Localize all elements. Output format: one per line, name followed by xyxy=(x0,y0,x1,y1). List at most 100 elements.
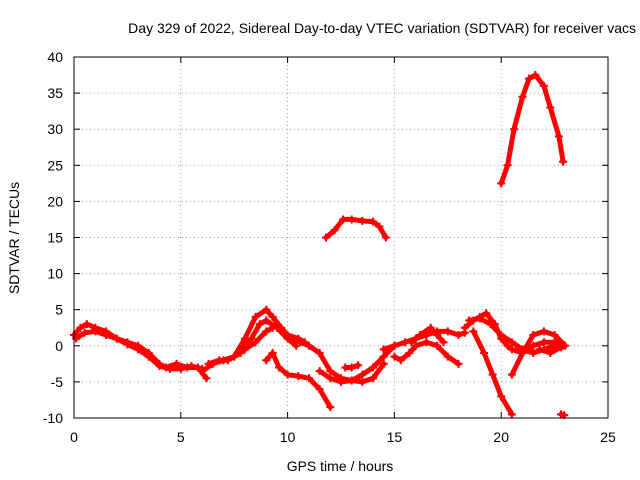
data-point xyxy=(80,328,89,337)
data-point xyxy=(198,367,207,376)
data-point xyxy=(215,356,224,365)
data-point xyxy=(507,345,516,354)
y-tick-label: -10 xyxy=(43,410,63,426)
data-point xyxy=(304,374,313,383)
series-line-s6 xyxy=(263,350,333,410)
data-point xyxy=(488,370,497,379)
y-tick-label: 25 xyxy=(47,157,63,173)
data-point xyxy=(315,385,324,394)
series-line-s4 xyxy=(206,318,299,367)
data-point xyxy=(268,323,277,332)
data-point xyxy=(535,345,544,354)
data-point xyxy=(337,377,345,386)
data-point xyxy=(347,215,356,224)
data-point xyxy=(454,359,463,368)
y-tick-label: 30 xyxy=(47,121,63,137)
series-layer xyxy=(70,71,570,420)
y-tick-label: 0 xyxy=(55,338,63,354)
data-point xyxy=(546,349,555,358)
data-point xyxy=(262,305,271,314)
data-point xyxy=(518,349,527,358)
data-point xyxy=(187,362,196,371)
data-point xyxy=(390,352,399,361)
data-point xyxy=(315,367,324,376)
data-point xyxy=(433,330,442,339)
data-point xyxy=(326,403,335,412)
data-point xyxy=(433,341,442,350)
data-point xyxy=(443,352,452,361)
axis-ticks: 0 5 10 15 20 25 -10 -5 0 5 10 15 20 25 30 35 40 xyxy=(43,49,616,445)
series-line-s19 xyxy=(498,72,566,186)
data-point xyxy=(251,338,260,347)
data-point xyxy=(134,345,143,354)
data-point xyxy=(251,312,260,321)
data-point xyxy=(358,216,367,225)
data-point xyxy=(76,323,85,332)
data-point xyxy=(454,330,463,339)
data-point xyxy=(326,367,335,376)
data-point xyxy=(503,161,512,170)
data-point xyxy=(407,338,416,347)
data-point xyxy=(339,215,348,224)
data-point xyxy=(416,330,425,339)
data-point xyxy=(426,323,435,332)
data-point xyxy=(503,341,512,350)
data-point xyxy=(497,330,506,339)
x-tick-label: 0 xyxy=(70,429,78,445)
data-point xyxy=(554,132,563,141)
data-point xyxy=(223,356,232,365)
data-point xyxy=(326,374,335,383)
data-point xyxy=(358,370,367,379)
y-tick-label: 5 xyxy=(55,302,63,318)
data-point xyxy=(469,327,478,336)
data-point xyxy=(347,376,356,385)
data-point xyxy=(255,320,264,329)
data-point xyxy=(330,226,339,235)
data-point xyxy=(247,334,256,343)
data-point xyxy=(529,330,538,339)
data-point xyxy=(379,345,388,354)
y-tick-label: 35 xyxy=(47,85,63,101)
data-point xyxy=(176,364,185,373)
data-point xyxy=(283,370,292,379)
data-point xyxy=(379,359,388,368)
data-point xyxy=(268,349,277,358)
x-tick-label: 10 xyxy=(280,429,296,445)
data-point xyxy=(486,320,495,329)
data-point xyxy=(381,233,390,242)
data-point xyxy=(465,316,474,325)
data-point xyxy=(422,338,431,347)
data-point xyxy=(497,392,506,401)
data-point xyxy=(439,338,448,347)
data-point xyxy=(155,362,164,371)
data-point xyxy=(369,374,378,383)
data-point xyxy=(460,323,469,332)
data-point xyxy=(166,364,175,373)
x-axis-title: GPS time / hours xyxy=(287,458,394,474)
data-point xyxy=(268,312,277,321)
data-point xyxy=(204,359,213,368)
data-point xyxy=(144,352,153,361)
data-point xyxy=(287,334,296,343)
series-line-s7 xyxy=(289,336,387,385)
data-point xyxy=(354,361,363,370)
data-point xyxy=(405,349,414,358)
y-tick-label: 15 xyxy=(47,230,63,246)
data-point xyxy=(230,352,239,361)
data-point xyxy=(275,363,284,372)
data-point xyxy=(529,341,538,350)
data-point xyxy=(262,316,271,325)
data-point xyxy=(396,356,405,365)
data-point xyxy=(507,370,516,379)
data-point xyxy=(375,222,384,231)
y-tick-label: 20 xyxy=(47,193,63,209)
data-point xyxy=(518,92,527,101)
data-point xyxy=(539,327,548,336)
data-point xyxy=(510,125,519,134)
data-point xyxy=(240,345,249,354)
data-point xyxy=(546,103,555,112)
data-point xyxy=(315,349,324,358)
series-line-s12 xyxy=(391,339,461,367)
data-point xyxy=(292,341,301,350)
data-point xyxy=(411,341,420,350)
